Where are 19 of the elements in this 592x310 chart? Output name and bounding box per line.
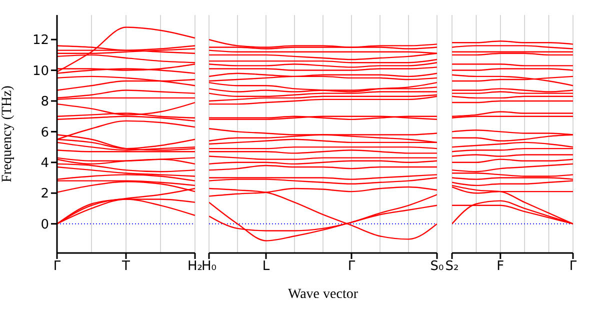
y-axis-title: Frequency (THz) [0, 85, 15, 182]
x-tick-label: T [121, 259, 130, 274]
x-axis-title: Wave vector [288, 287, 358, 302]
x-tick-label: H₂ [188, 259, 202, 274]
x-tick-label: S₂ [445, 259, 459, 274]
x-tick-label: H₀ [202, 259, 216, 274]
x-tick-label: L [262, 259, 270, 274]
y-tick-label: 0 [40, 217, 49, 232]
y-tick-label: 10 [32, 64, 49, 79]
y-tick-label: 2 [40, 186, 49, 202]
y-tick-label: 4 [40, 156, 49, 172]
y-tick-label: 8 [40, 94, 49, 110]
y-tick-label: 6 [40, 125, 49, 140]
y-tick-label: 12 [32, 33, 49, 48]
x-tick-label: Γ [53, 259, 62, 274]
x-tick-label: Γ [569, 259, 578, 274]
x-tick-label: S₀ [430, 259, 444, 274]
x-tick-label: Γ [348, 259, 356, 274]
x-tick-label: F [496, 259, 504, 274]
